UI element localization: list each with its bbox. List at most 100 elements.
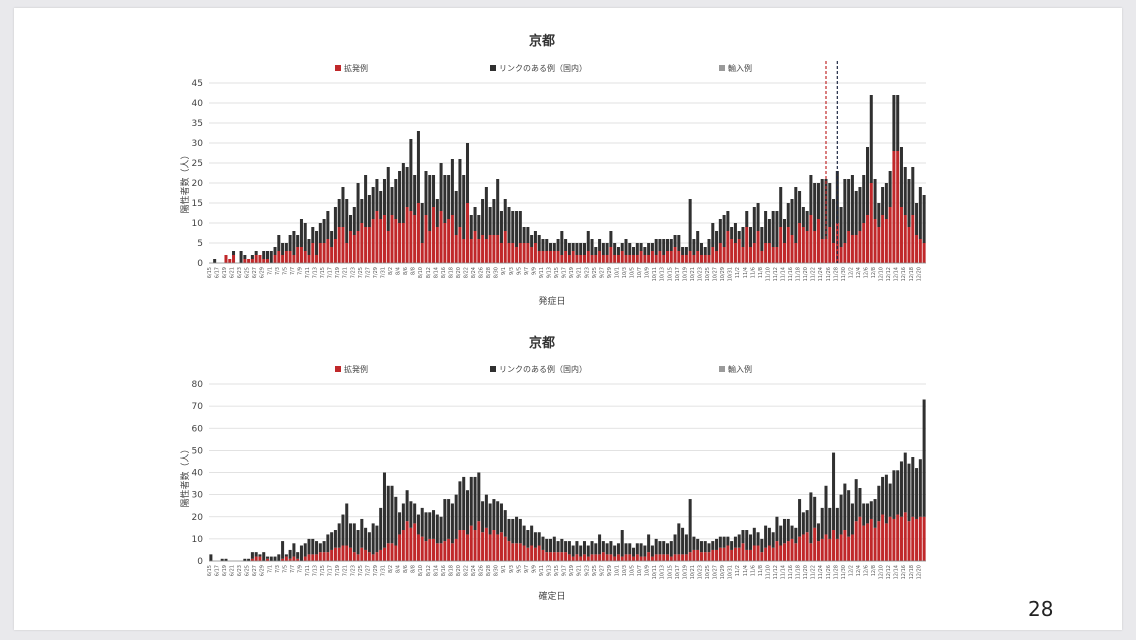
bar-linked [318,223,322,243]
bar-linked [420,203,424,243]
y-tick-label: 0 [197,557,203,567]
bar-linked [665,543,670,555]
bar-outbreak [492,530,496,561]
bar-linked [556,239,560,251]
bar-outbreak [632,255,636,263]
x-tick-label: 7/27 [365,267,371,278]
bar-outbreak [258,255,262,263]
bar-linked [303,223,307,251]
bar-linked [481,199,485,235]
bar-linked [337,523,341,548]
bar-linked [760,227,764,251]
bar-outbreak [318,243,322,263]
x-tick-label: 7/23 [350,267,356,278]
bar-linked [284,243,288,251]
bar-outbreak [692,255,696,263]
bar-outbreak [903,512,907,561]
bar-linked [828,507,832,539]
bar-linked [447,499,451,539]
bar-outbreak [401,530,405,561]
bar-outbreak [654,255,658,263]
bar-linked [537,532,541,546]
bar-outbreak [337,227,341,263]
x-tick-label: 6/23 [237,565,243,576]
bar-linked [277,554,281,561]
bar-outbreak [420,536,424,561]
bar-outbreak [703,552,707,561]
bar-linked [254,251,258,255]
bar-outbreak [915,518,919,561]
x-tick-label: 7/5 [282,267,288,275]
bar-linked [790,525,794,539]
bar-linked [850,175,854,235]
bar-linked [311,538,315,555]
bar-outbreak [352,552,356,561]
bar-linked [488,503,492,535]
x-tick-label: 9/19 [569,565,575,576]
x-tick-label: 9/11 [539,267,545,278]
bar-outbreak [579,556,583,561]
bar-linked [673,534,677,555]
bar-linked [322,541,326,553]
x-tick-label: 8/20 [456,565,462,576]
bar-linked [805,211,809,231]
bar-outbreak [745,227,749,263]
bar-linked [741,530,745,544]
bar-outbreak [896,151,900,263]
bar-outbreak [850,235,854,263]
bar-outbreak [869,183,873,263]
chart-title-onset: 京都 [529,33,555,49]
bar-outbreak [790,538,794,562]
bar-linked [918,187,922,239]
bar-outbreak [843,530,847,561]
x-tick-label: 10/19 [682,267,688,281]
bar-outbreak [896,514,900,561]
x-tick-label: 8/24 [471,267,477,278]
bar-linked [624,239,628,255]
bar-linked [247,558,251,561]
bar-linked [250,255,254,259]
bar-linked [699,541,703,553]
x-tick-label: 8/22 [464,267,470,278]
x-tick-label: 6/17 [214,565,220,576]
bar-linked [643,247,647,255]
x-tick-label: 8/14 [433,565,439,576]
bar-outbreak [779,545,783,561]
x-tick-label: 7/7 [290,267,296,275]
x-tick-label: 7/19 [335,565,341,576]
bar-linked [213,259,217,263]
bar-outbreak [454,538,458,562]
x-tick-label: 8/28 [486,267,492,278]
x-tick-label: 12/14 [894,565,900,579]
bar-linked [798,191,802,223]
bar-linked [820,179,824,239]
bar-linked [458,159,462,227]
x-tick-label: 7/13 [313,565,319,576]
y-tick-label: 0 [197,259,203,269]
bar-outbreak [284,556,288,561]
x-tick-label: 7/15 [320,267,326,278]
bar-linked [379,507,383,550]
x-tick-label: 10/15 [667,565,673,579]
bar-linked [401,163,405,223]
x-tick-label: 10/21 [690,267,696,281]
legend-label-outbreak-top: 拡発例 [344,63,368,73]
x-tick-label: 8/2 [388,267,394,275]
bar-linked [292,543,296,557]
bar-outbreak [296,247,300,263]
x-tick-label: 11/24 [818,565,824,579]
bar-outbreak [537,545,541,561]
bar-outbreak [665,251,670,263]
x-tick-label: 9/23 [584,267,590,278]
x-tick-label: 8/30 [494,565,500,576]
bar-outbreak [760,552,764,561]
bar-linked [620,530,624,557]
bar-outbreak [552,251,556,263]
bar-linked [462,175,466,239]
bar-outbreak [699,255,703,263]
bar-outbreak [303,556,307,561]
bar-outbreak [767,545,771,561]
bar-linked [299,545,303,561]
bar-outbreak [352,235,356,263]
bar-outbreak [333,547,337,561]
